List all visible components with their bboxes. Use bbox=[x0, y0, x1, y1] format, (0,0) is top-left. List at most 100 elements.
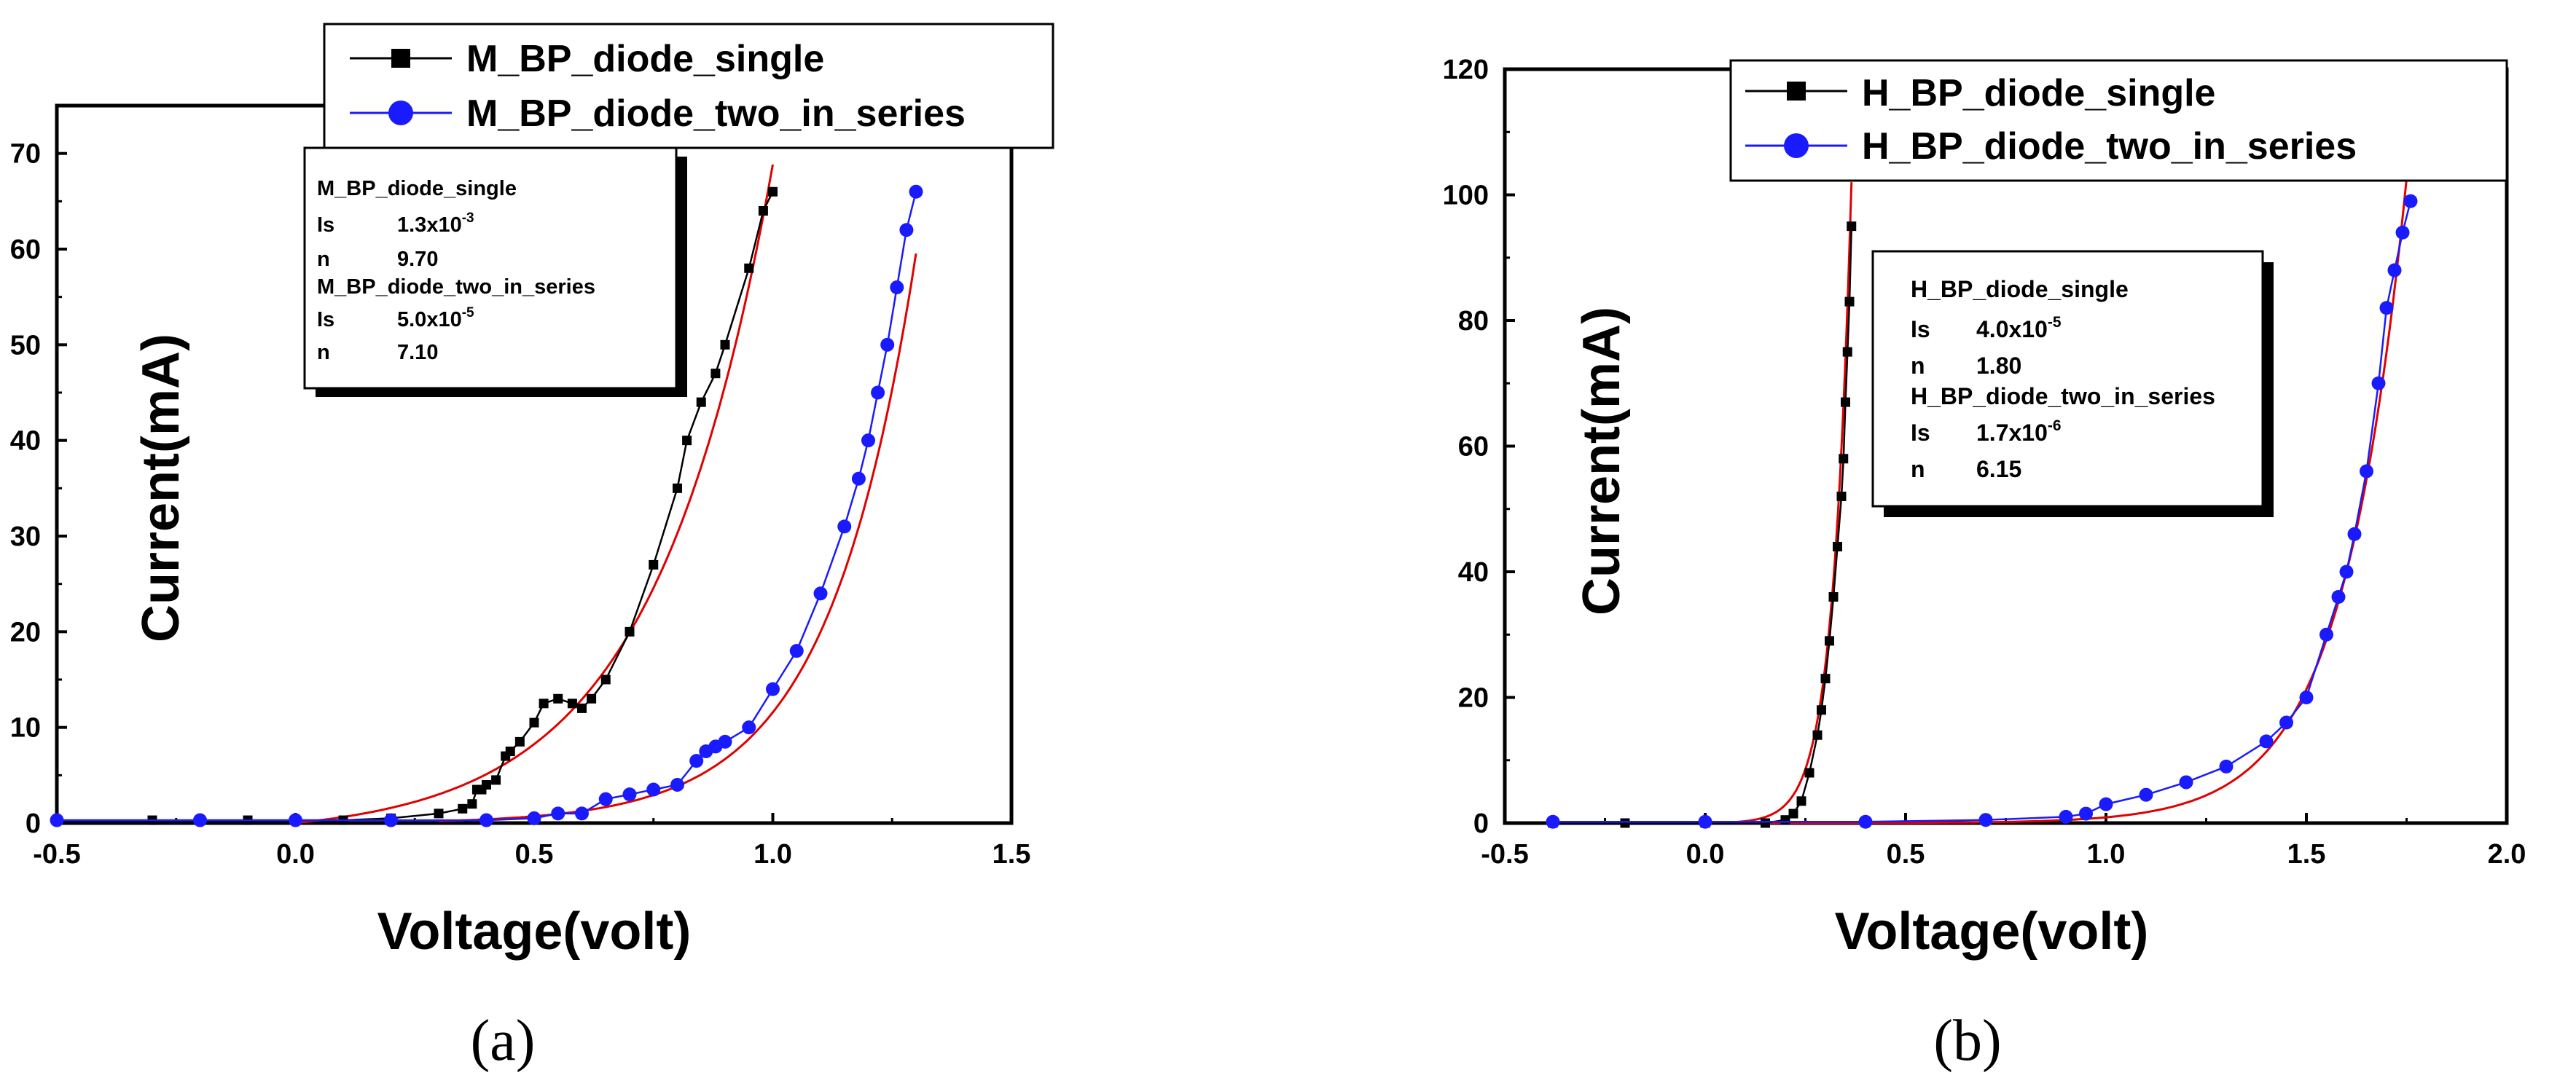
data-point-square bbox=[515, 737, 525, 747]
data-point-square bbox=[649, 560, 658, 570]
data-point-circle bbox=[909, 185, 923, 199]
data-point-square bbox=[1839, 454, 1848, 463]
box-param-label: Is bbox=[1911, 316, 1930, 342]
data-point-circle bbox=[670, 778, 684, 792]
data-point-circle bbox=[2372, 377, 2386, 390]
panel-a: -0.5 0.0 0.5 1.0 1.5 0 10 20 30 40 50 60 70 Voltage… bbox=[10, 24, 1053, 1073]
exponent: -5 bbox=[462, 305, 474, 320]
data-point-circle bbox=[2332, 590, 2346, 604]
data-point-square bbox=[1829, 592, 1839, 602]
box-series-name: H_BP_diode_single bbox=[1911, 276, 2129, 302]
data-point-circle bbox=[1859, 815, 1873, 829]
data-point-circle bbox=[551, 806, 565, 820]
data-point-square bbox=[1805, 768, 1814, 778]
mantissa: 4.0x10 bbox=[1976, 316, 2048, 342]
y-tick-label: 40 bbox=[10, 426, 41, 457]
data-point-square bbox=[587, 694, 596, 704]
data-point-square bbox=[1847, 221, 1856, 231]
data-point-circle bbox=[50, 814, 64, 827]
data-point-square bbox=[673, 484, 682, 493]
data-point-circle bbox=[623, 787, 637, 801]
data-point-square bbox=[1817, 705, 1826, 715]
box-param-value: 9.70 bbox=[397, 248, 438, 271]
data-point-square bbox=[682, 436, 692, 445]
box-param-label: n bbox=[1911, 353, 1925, 379]
y-axis-title: Current(mA) bbox=[132, 334, 190, 642]
data-point-circle bbox=[2380, 301, 2394, 315]
fit-parameter-box: M_BP_diode_single Is 1.3x10-3 n 9.70 M_B… bbox=[305, 148, 687, 397]
data-point-square bbox=[506, 747, 515, 756]
box-param-value: 7.10 bbox=[397, 341, 438, 364]
data-point-circle bbox=[2319, 628, 2333, 642]
box-series-name: M_BP_diode_two_in_series bbox=[317, 275, 595, 299]
data-point-circle bbox=[193, 814, 207, 827]
data-point-circle bbox=[2260, 734, 2274, 748]
data-point-square bbox=[697, 398, 706, 407]
box-series-name: M_BP_diode_single bbox=[317, 177, 517, 200]
data-point-circle bbox=[599, 792, 613, 806]
y-tick-label: 40 bbox=[1458, 557, 1489, 588]
data-point-square bbox=[1845, 297, 1855, 307]
y-tick-label: 60 bbox=[1458, 432, 1489, 463]
data-point-circle bbox=[871, 386, 885, 400]
data-point-square bbox=[1797, 796, 1806, 806]
x-tick-label: 2.0 bbox=[2488, 839, 2526, 870]
box-param-label: Is bbox=[1911, 420, 1930, 446]
data-point-circle bbox=[2340, 565, 2354, 579]
y-tick-label: 0 bbox=[1473, 808, 1489, 839]
data-point-circle bbox=[880, 338, 894, 352]
panel-b: -0.5 0.0 0.5 1.0 1.5 2.0 0 20 40 60 80 100 120 Volt… bbox=[1443, 55, 2526, 1073]
y-tick-label: 70 bbox=[10, 139, 41, 170]
y-tick-label: 100 bbox=[1443, 181, 1489, 211]
x-tick-label: 0.0 bbox=[1686, 839, 1725, 870]
y-tick-label: 20 bbox=[1458, 683, 1489, 714]
data-point-circle bbox=[2220, 760, 2234, 774]
y-tick-label: 20 bbox=[10, 617, 41, 648]
data-point-circle bbox=[719, 735, 732, 749]
mantissa: 1.3x10 bbox=[397, 213, 462, 237]
data-point-square bbox=[1843, 347, 1852, 357]
data-point-circle bbox=[384, 814, 398, 827]
data-point-circle bbox=[837, 519, 851, 533]
x-tick-label: -0.5 bbox=[33, 839, 80, 870]
data-point-circle bbox=[852, 472, 866, 486]
panel-label: (b) bbox=[1933, 1009, 2001, 1073]
y-tick-label: 80 bbox=[1458, 306, 1489, 337]
data-point-circle bbox=[2140, 788, 2153, 802]
data-point-square bbox=[759, 206, 768, 216]
data-point-square bbox=[710, 369, 720, 378]
y-tick-label: 10 bbox=[10, 713, 41, 744]
data-point-circle bbox=[575, 806, 589, 820]
data-point-square bbox=[482, 780, 491, 790]
data-point-square bbox=[530, 718, 539, 728]
data-point-square bbox=[1761, 819, 1770, 828]
data-point-circle bbox=[1546, 815, 1560, 829]
x-tick-label: 1.0 bbox=[2087, 839, 2126, 870]
figure: -0.5 0.0 0.5 1.0 1.5 010203040506070 Voltage… bbox=[0, 0, 2576, 1078]
data-point-circle bbox=[479, 814, 493, 827]
x-tick-label: 1.0 bbox=[753, 839, 792, 870]
data-point-circle bbox=[861, 433, 875, 447]
data-point-square bbox=[1825, 636, 1834, 645]
data-point-circle bbox=[2348, 527, 2362, 541]
panel-label: (a) bbox=[471, 1009, 536, 1073]
data-point-circle bbox=[766, 682, 780, 696]
data-point-circle bbox=[2099, 798, 2113, 811]
x-tick-label: -0.5 bbox=[1481, 839, 1528, 870]
legend-circle-icon bbox=[1784, 133, 1809, 158]
legend: M_BP_diode_single M_BP_diode_two_in_seri… bbox=[324, 24, 1053, 148]
exponent: -5 bbox=[2048, 314, 2062, 331]
data-point-circle bbox=[2180, 775, 2193, 789]
legend: H_BP_diode_single H_BP_diode_two_in_seri… bbox=[1731, 60, 2507, 181]
y-tick-label: 0 bbox=[26, 808, 41, 839]
data-point-circle bbox=[646, 783, 660, 797]
x-tick-label: 1.5 bbox=[2287, 839, 2326, 870]
data-point-circle bbox=[1699, 815, 1712, 829]
y-tick-label: 30 bbox=[10, 522, 41, 552]
data-point-circle bbox=[2360, 465, 2373, 479]
data-point-circle bbox=[790, 644, 804, 658]
x-tick-label: 0.0 bbox=[276, 839, 315, 870]
data-point-circle bbox=[2396, 226, 2410, 240]
y-tick-label: 50 bbox=[10, 330, 41, 361]
data-point-square bbox=[553, 694, 563, 704]
